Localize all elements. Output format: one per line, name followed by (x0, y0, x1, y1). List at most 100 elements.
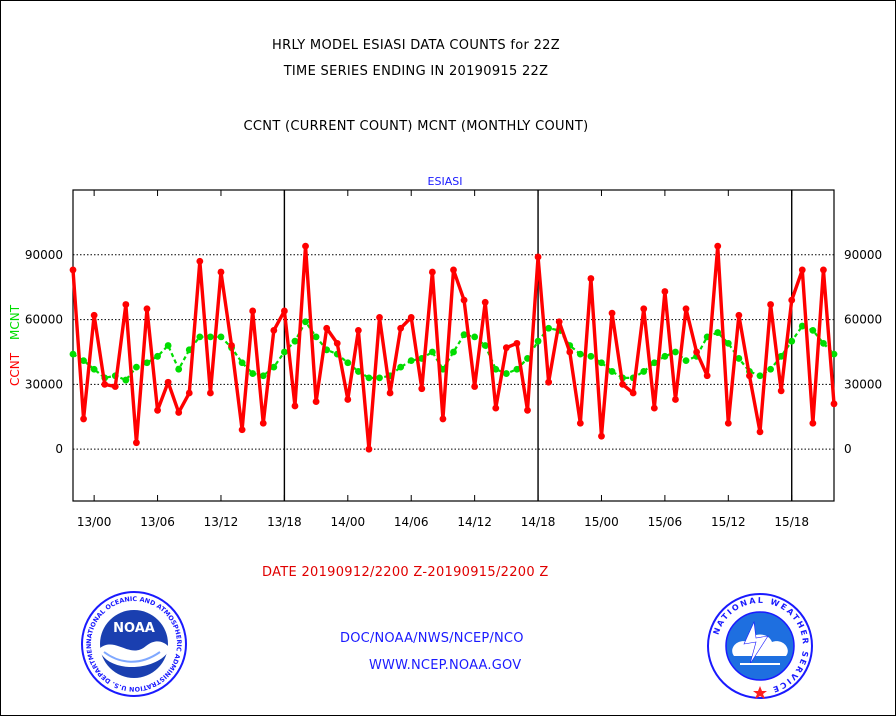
data-point-mcnt (270, 363, 278, 371)
data-point-ccnt (196, 257, 204, 265)
x-tick-label: 14/00 (331, 515, 366, 529)
x-tick-label: 13/00 (77, 515, 112, 529)
data-point-ccnt (207, 389, 214, 397)
data-point-mcnt (122, 376, 130, 384)
x-tick-label: 14/12 (457, 515, 492, 529)
data-point-mcnt (450, 348, 457, 356)
data-point-mcnt (259, 372, 267, 380)
y-axis-label-mcnt: MCNT (8, 304, 22, 340)
data-point-mcnt (608, 368, 616, 375)
data-point-mcnt (80, 357, 87, 365)
data-point-ccnt (798, 266, 806, 274)
data-point-mcnt (598, 359, 605, 367)
data-point-mcnt (661, 352, 669, 360)
y-tick-label-left: 60000 (25, 313, 63, 327)
data-point-mcnt (724, 339, 732, 347)
data-point-mcnt (672, 348, 679, 356)
data-point-mcnt (460, 331, 468, 339)
data-point-ccnt (524, 406, 531, 414)
nws-star-icon (753, 686, 767, 699)
data-point-mcnt (640, 368, 648, 375)
data-point-ccnt (101, 380, 109, 388)
data-point-ccnt (90, 311, 98, 319)
data-point-ccnt (333, 339, 341, 347)
data-point-mcnt (735, 355, 743, 362)
data-point-mcnt (820, 339, 827, 347)
data-point-ccnt (238, 426, 246, 434)
data-point-mcnt (714, 329, 722, 336)
data-point-mcnt (344, 359, 352, 367)
data-point-mcnt (767, 365, 774, 373)
data-point-mcnt (143, 359, 151, 367)
data-point-mcnt (238, 359, 246, 367)
data-point-mcnt (90, 365, 98, 373)
plot-area (72, 189, 835, 502)
x-tick-label: 14/06 (394, 515, 429, 529)
data-point-ccnt (629, 389, 637, 397)
data-point-ccnt (756, 428, 764, 436)
data-point-ccnt (185, 389, 193, 397)
data-point-ccnt (788, 296, 796, 304)
chart-title-line-1: HRLY MODEL ESIASI DATA COUNTS for 22Z (272, 38, 560, 53)
data-point-ccnt (608, 309, 616, 317)
data-point-ccnt (724, 419, 732, 427)
data-point-mcnt (587, 352, 595, 360)
y-tick-label-right: 90000 (844, 248, 882, 262)
data-point-mcnt (302, 318, 309, 326)
data-point-ccnt (270, 326, 278, 334)
data-point-ccnt (439, 415, 447, 423)
data-point-ccnt (502, 344, 510, 352)
data-point-ccnt (555, 318, 563, 326)
nws-logo: NATIONAL WEATHER SERVICE (707, 593, 813, 699)
data-point-ccnt (661, 288, 669, 295)
data-point-ccnt (69, 266, 77, 274)
data-point-ccnt (175, 409, 183, 416)
data-point-ccnt (830, 400, 838, 408)
data-point-ccnt (471, 383, 479, 390)
data-point-ccnt (228, 342, 235, 349)
data-point-mcnt (312, 333, 320, 341)
data-point-ccnt (312, 398, 320, 406)
data-point-ccnt (460, 296, 468, 304)
data-point-ccnt (693, 348, 700, 356)
noaa-logo: NATIONAL OCEANIC AND ATMOSPHERIC ADMINIS… (80, 590, 187, 697)
noaa-logo-text: NOAA (113, 621, 155, 636)
data-point-mcnt (280, 348, 288, 356)
x-tick-label: 13/18 (267, 515, 302, 529)
date-range-label: DATE 20190912/2200 Z-20190915/2200 Z (262, 565, 549, 580)
series-layer (69, 242, 838, 453)
data-point-mcnt (407, 357, 415, 365)
data-point-ccnt (323, 324, 331, 332)
data-point-mcnt (471, 333, 479, 341)
data-point-ccnt (566, 348, 574, 356)
data-point-mcnt (397, 363, 405, 371)
data-point-ccnt (397, 324, 405, 332)
data-point-ccnt (217, 268, 225, 276)
org-label: DOC/NOAA/NWS/NCEP/NCO (340, 631, 524, 646)
x-tick-label: 15/18 (774, 515, 809, 529)
data-point-ccnt (450, 266, 457, 274)
data-point-ccnt (418, 385, 426, 393)
data-point-ccnt (291, 402, 299, 410)
data-point-mcnt (354, 368, 362, 375)
data-point-mcnt (154, 352, 161, 360)
data-point-ccnt (259, 419, 267, 427)
data-point-ccnt (122, 301, 130, 308)
x-tick-label: 15/06 (648, 515, 683, 529)
data-point-mcnt (502, 370, 510, 377)
data-point-ccnt (492, 404, 500, 412)
data-point-mcnt (69, 350, 77, 358)
data-point-mcnt (196, 333, 204, 341)
data-point-ccnt (703, 372, 711, 380)
data-point-ccnt (365, 445, 373, 453)
data-point-ccnt (354, 326, 362, 334)
data-point-ccnt (545, 378, 553, 386)
grid-layer (73, 254, 834, 450)
data-point-mcnt (513, 365, 521, 373)
data-point-mcnt (788, 337, 796, 345)
data-point-ccnt (619, 380, 627, 388)
data-point-ccnt (80, 415, 87, 423)
data-point-mcnt (576, 350, 584, 358)
y-tick-label-left: 90000 (25, 248, 63, 262)
y-axis-label: CCNT MCNT (8, 304, 22, 386)
